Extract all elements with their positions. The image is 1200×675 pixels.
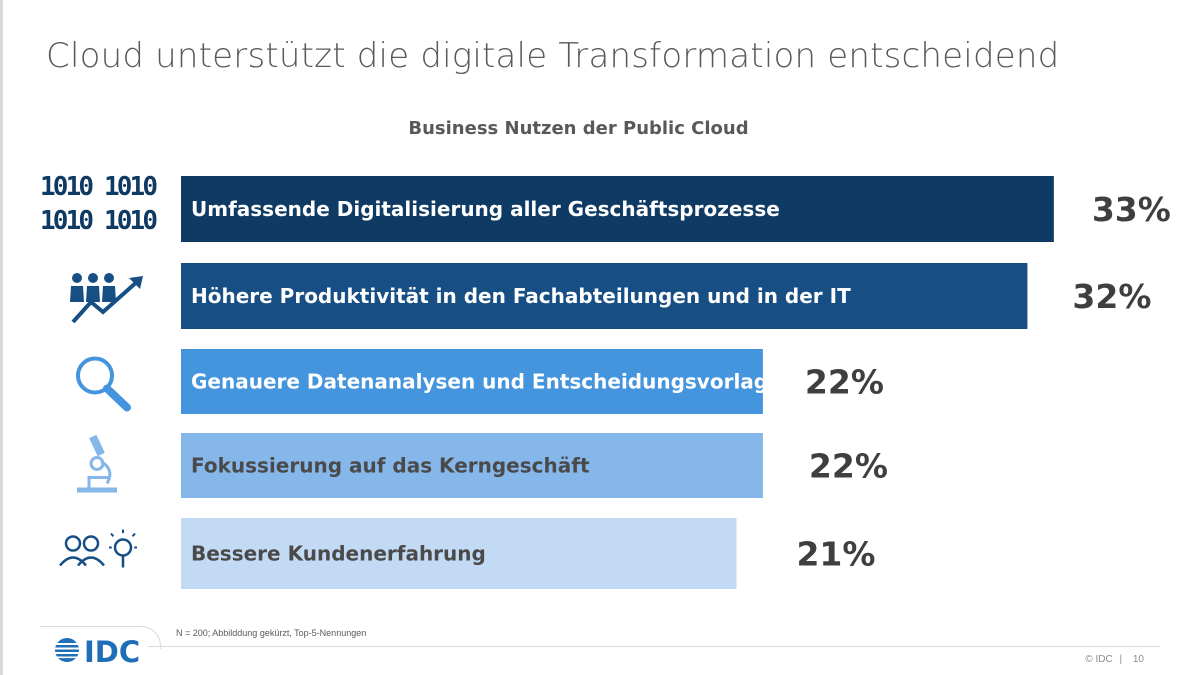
- svg-text:1010 1010: 1010 1010: [40, 172, 158, 202]
- bar-label-2: Höhere Produktivität in den Fachabteilun…: [191, 284, 851, 308]
- footnote: N = 200; Abbilddung gekürzt, Top-5-Nennu…: [176, 628, 367, 638]
- logo-text: IDC: [84, 635, 140, 666]
- productivity-growth-icon: [70, 273, 143, 324]
- bar-chart: Umfassende Digitalisierung aller Geschäf…: [40, 172, 1171, 589]
- bar-label-1: Umfassende Digitalisierung aller Geschäf…: [191, 197, 780, 221]
- svg-text:1010 1010: 1010 1010: [40, 206, 158, 236]
- footer-right: © IDC | 10: [1085, 654, 1144, 665]
- footer-line: [148, 646, 1160, 647]
- page-title: Cloud unterstützt die digitale Transform…: [46, 36, 1060, 76]
- bar-label-5: Bessere Kundenerfahrung: [191, 542, 486, 566]
- value-label-4: 22%: [809, 447, 888, 486]
- copyright: © IDC: [1085, 654, 1113, 665]
- page-number: 10: [1132, 654, 1144, 665]
- magnifier-icon: [76, 356, 131, 412]
- microscope-icon: [77, 434, 117, 493]
- customers-idea-icon: [59, 529, 137, 568]
- bar-4: [181, 433, 763, 498]
- left-border: [0, 0, 3, 675]
- binary-code-icon: 1010 1010 1010 1010: [40, 172, 158, 236]
- bar-3: [181, 349, 763, 414]
- value-label-3: 22%: [805, 363, 884, 402]
- chart-title: Business Nutzen der Public Cloud: [408, 118, 749, 139]
- bar-1: [181, 176, 1054, 242]
- value-label-5: 21%: [796, 535, 875, 574]
- globe-icon: [55, 638, 79, 662]
- bar-5: [181, 518, 737, 589]
- value-label-2: 32%: [1072, 277, 1151, 316]
- bar-2: [181, 263, 1028, 329]
- footer-separator: |: [1119, 654, 1123, 665]
- bar-label-3: Genauere Datenanalysen und Entscheidungs…: [191, 370, 796, 394]
- bar-label-4: Fokussierung auf das Kerngeschäft: [191, 454, 590, 478]
- idc-logo: IDC: [55, 635, 140, 666]
- value-label-1: 33%: [1092, 190, 1171, 229]
